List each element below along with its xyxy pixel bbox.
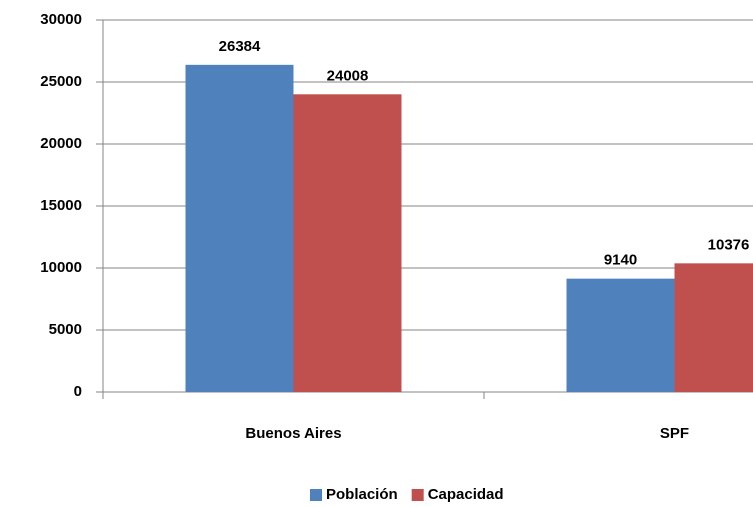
legend-swatch [411,489,424,501]
bar [293,94,402,393]
y-tick-label: 0 [74,383,82,400]
data-label: 24008 [327,67,369,84]
y-tick-label: 10000 [40,259,82,276]
y-tick-label: 20000 [40,135,82,152]
x-tick-label: Buenos Aires [245,425,341,442]
bar [674,263,753,392]
y-tick-label: 30000 [40,11,82,28]
data-label: 10376 [708,236,750,253]
legend-label: Capacidad [428,486,504,503]
data-label: 26384 [219,38,261,55]
bar [566,278,675,392]
y-tick-label: 5000 [49,321,82,338]
legend-swatch [310,489,322,501]
x-tick-label: SPF [660,425,689,442]
data-label: 9140 [604,252,637,269]
legend-label: Población [326,486,398,503]
y-tick-label: 15000 [40,197,82,214]
bar [185,64,294,392]
y-tick-label: 25000 [40,73,82,90]
